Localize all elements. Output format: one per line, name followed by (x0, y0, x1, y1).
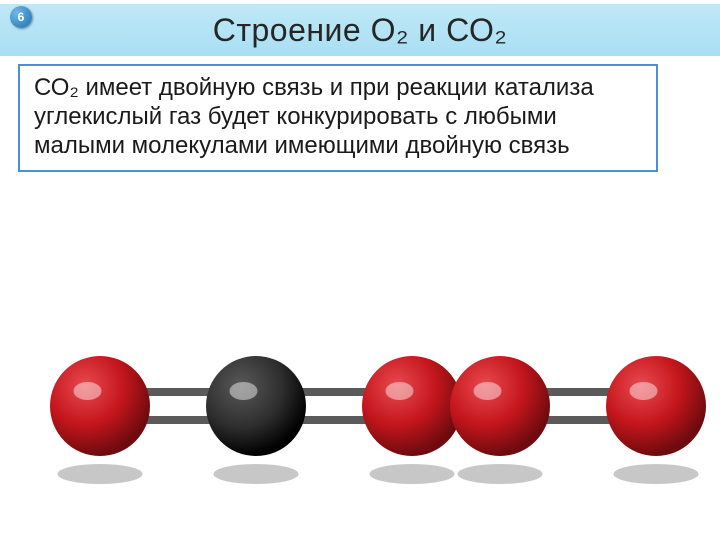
reaction-panel-1: Mg²⁺ Рубиско Glu His³³⁴ Asp Lys²⁰¹ Рибулозо-1,… (8, 170, 236, 320)
chem-label: H₂O (443, 227, 462, 238)
title-bar: Строение О₂ и СО₂ (0, 4, 720, 56)
mg-ion: Mg²⁺ (537, 207, 597, 267)
co2-molecule (40, 350, 472, 510)
slide-title: Строение О₂ и СО₂ (213, 12, 508, 49)
chem-label: бисфосфат (133, 283, 181, 293)
chem-label: His³³⁴ (131, 175, 154, 185)
mg-ion: Mg²⁺ (299, 207, 359, 267)
reaction-panel-3: Mg²⁺ Glu Asp Lys²⁰¹ (484, 170, 712, 320)
slide: Строение О₂ и СО₂ 6 СО₂ имеет двойную св… (0, 0, 720, 540)
chem-label: Lys²⁰¹ (11, 291, 34, 302)
molecule-row (0, 330, 720, 530)
chem-label: Asp (489, 201, 505, 211)
slide-number: 6 (18, 10, 25, 24)
reaction-panel-2: Mg²⁺ Glu His²⁹⁴ Asp Lys²⁰¹ Oδ⁺ Oδ⁻ H₂O (246, 170, 474, 320)
chem-label: Рибулозо-1,5- (129, 271, 187, 281)
chem-label: His²⁹⁴ (369, 175, 393, 185)
chem-label: Glu (73, 175, 87, 185)
chem-label: Asp (251, 221, 267, 231)
chem-label: Oδ⁺ (359, 267, 378, 278)
body-text-box: СО₂ имеет двойную связь и при реакции ка… (18, 64, 658, 172)
chem-label: Lys²⁰¹ (487, 291, 510, 302)
mg-ion: Mg²⁺ (61, 207, 121, 267)
chem-label: Oδ⁻ (349, 293, 368, 304)
slide-number-badge: 6 (10, 6, 32, 28)
chem-label: Asp (13, 221, 29, 231)
chem-label: Glu (311, 175, 325, 185)
chem-label: Glu (549, 175, 563, 185)
chem-label: Lys²⁰¹ (249, 291, 272, 302)
chem-label: Рубиско (13, 173, 47, 183)
body-text: СО₂ имеет двойную связь и при реакции ка… (34, 74, 642, 160)
chem-label: O₂ (219, 281, 231, 292)
reaction-scheme: Mg²⁺ Рубиско Glu His³³⁴ Asp Lys²⁰¹ Рибулозо-1,… (8, 170, 712, 320)
o2-molecule (440, 350, 716, 510)
step-marker: 1 (209, 255, 225, 271)
